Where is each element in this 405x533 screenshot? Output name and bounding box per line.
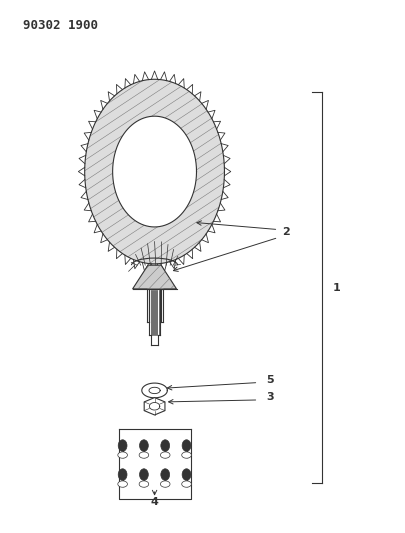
Polygon shape: [132, 265, 177, 289]
Polygon shape: [182, 481, 191, 487]
Text: 4: 4: [151, 497, 158, 507]
Polygon shape: [149, 387, 160, 393]
Polygon shape: [149, 290, 160, 335]
Circle shape: [139, 440, 148, 451]
Text: 1: 1: [333, 282, 340, 293]
Circle shape: [118, 469, 127, 480]
Circle shape: [118, 440, 127, 451]
Polygon shape: [147, 289, 162, 322]
Polygon shape: [149, 290, 160, 322]
Polygon shape: [118, 481, 128, 487]
Polygon shape: [182, 452, 191, 458]
Circle shape: [139, 469, 148, 480]
Polygon shape: [139, 452, 149, 458]
Text: 2: 2: [282, 227, 290, 237]
Circle shape: [182, 469, 191, 480]
Circle shape: [182, 440, 191, 451]
Circle shape: [161, 440, 170, 451]
Text: 5: 5: [266, 375, 274, 385]
Polygon shape: [151, 335, 158, 344]
Text: 3: 3: [266, 392, 274, 402]
Polygon shape: [85, 79, 224, 264]
Polygon shape: [160, 452, 170, 458]
Polygon shape: [160, 481, 170, 487]
Polygon shape: [118, 452, 128, 458]
Polygon shape: [144, 398, 165, 415]
Polygon shape: [139, 481, 149, 487]
Circle shape: [161, 469, 170, 480]
Text: 90302 1900: 90302 1900: [23, 19, 98, 31]
Polygon shape: [142, 383, 167, 398]
Polygon shape: [113, 116, 196, 227]
